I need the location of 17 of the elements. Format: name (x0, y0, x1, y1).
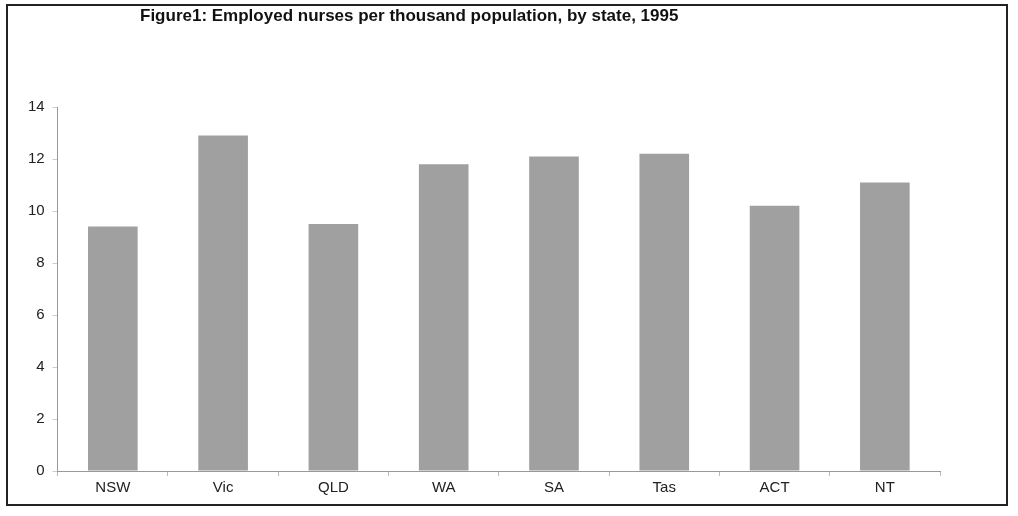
x-tick-label: QLD (317, 478, 349, 496)
chart-title: Figure1: Employed nurses per thousand population, by state, 1995 (140, 6, 679, 26)
y-tick-label: 14 (28, 97, 45, 115)
x-tick-label: NSW (95, 478, 132, 496)
y-tick-label: 8 (36, 253, 45, 271)
y-tick-label: 6 (36, 305, 45, 323)
x-tick-label: ACT (759, 478, 790, 496)
y-tick-label: 12 (28, 149, 45, 167)
y-tick-label: 2 (36, 409, 45, 427)
x-tick-label: Vic (212, 478, 234, 496)
x-tick-label: WA (431, 478, 456, 496)
x-tick-label: SA (543, 478, 564, 496)
y-tick-label: 10 (28, 201, 45, 219)
x-tick-label: NT (874, 478, 895, 496)
y-tick-label: 4 (36, 357, 45, 375)
y-tick-label: 0 (36, 461, 45, 479)
x-tick-label: Tas (652, 478, 676, 496)
